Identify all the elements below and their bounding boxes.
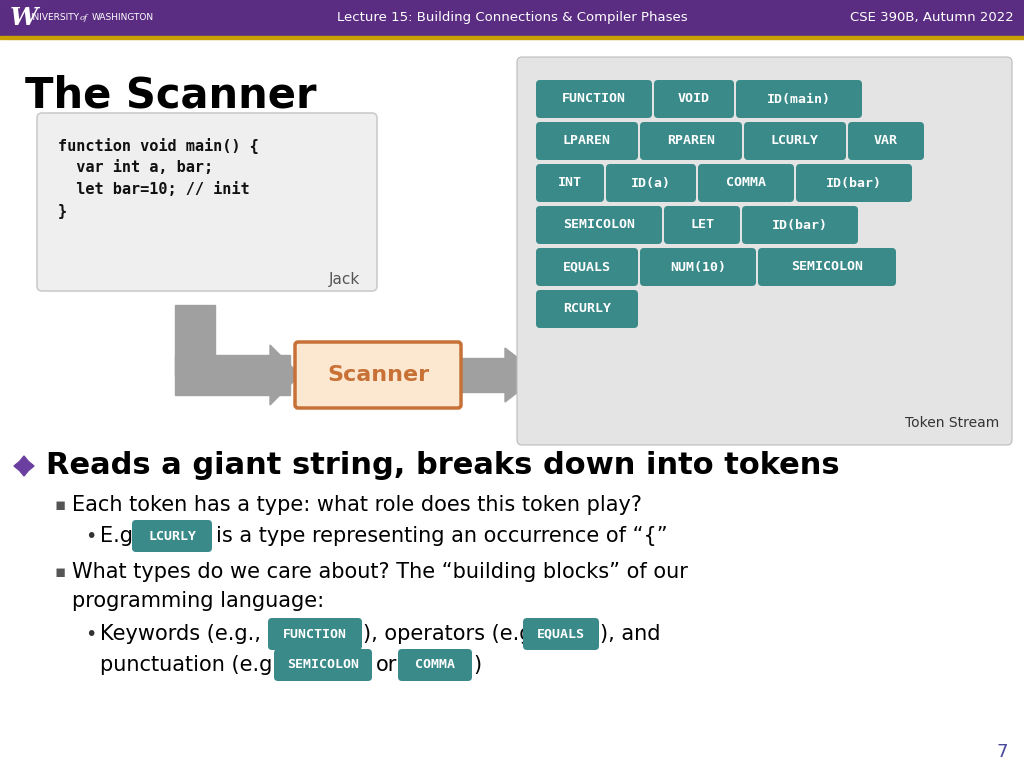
FancyBboxPatch shape <box>664 206 740 244</box>
Text: COMMA: COMMA <box>726 177 766 190</box>
Text: Keywords (e.g.,: Keywords (e.g., <box>100 624 261 644</box>
Polygon shape <box>270 345 300 405</box>
FancyBboxPatch shape <box>736 80 862 118</box>
Text: Each token has a type: what role does this token play?: Each token has a type: what role does th… <box>72 495 642 515</box>
FancyBboxPatch shape <box>398 649 472 681</box>
Text: CSE 390B, Autumn 2022: CSE 390B, Autumn 2022 <box>850 12 1014 25</box>
FancyBboxPatch shape <box>640 248 756 286</box>
FancyBboxPatch shape <box>132 520 212 552</box>
Text: ): ) <box>473 655 481 675</box>
FancyBboxPatch shape <box>654 80 734 118</box>
Text: LET: LET <box>690 219 714 231</box>
Text: Reads a giant string, breaks down into tokens: Reads a giant string, breaks down into t… <box>46 452 840 481</box>
Text: Scanner: Scanner <box>327 365 429 385</box>
Text: FUNCTION: FUNCTION <box>283 627 347 641</box>
Bar <box>0 0 1024 36</box>
Text: LCURLY: LCURLY <box>148 529 196 542</box>
Text: COMMA: COMMA <box>415 658 455 671</box>
FancyBboxPatch shape <box>758 248 896 286</box>
Polygon shape <box>14 456 34 476</box>
FancyBboxPatch shape <box>742 206 858 244</box>
Text: ), operators (e.g.,: ), operators (e.g., <box>362 624 546 644</box>
FancyBboxPatch shape <box>37 113 377 291</box>
FancyBboxPatch shape <box>744 122 846 160</box>
FancyBboxPatch shape <box>536 206 662 244</box>
FancyBboxPatch shape <box>523 618 599 650</box>
Text: INT: INT <box>558 177 582 190</box>
Text: RCURLY: RCURLY <box>563 303 611 316</box>
Text: punctuation (e.g.,: punctuation (e.g., <box>100 655 286 675</box>
Text: ID(main): ID(main) <box>767 92 831 105</box>
Text: let bar=10; // init: let bar=10; // init <box>58 182 250 197</box>
Text: FUNCTION: FUNCTION <box>562 92 626 105</box>
Text: Token Stream: Token Stream <box>905 416 999 430</box>
FancyBboxPatch shape <box>848 122 924 160</box>
Text: ▪: ▪ <box>55 563 67 581</box>
Text: NUM(10): NUM(10) <box>670 260 726 273</box>
FancyBboxPatch shape <box>796 164 912 202</box>
FancyBboxPatch shape <box>698 164 794 202</box>
FancyBboxPatch shape <box>606 164 696 202</box>
Text: Jack: Jack <box>329 272 360 287</box>
FancyBboxPatch shape <box>536 290 638 328</box>
FancyBboxPatch shape <box>295 342 461 408</box>
Text: is a type representing an occurrence of “{”: is a type representing an occurrence of … <box>216 526 668 546</box>
Text: VAR: VAR <box>874 134 898 147</box>
FancyBboxPatch shape <box>536 80 652 118</box>
Text: programming language:: programming language: <box>72 591 325 611</box>
Text: RPAREN: RPAREN <box>667 134 715 147</box>
Text: ▪: ▪ <box>55 496 67 514</box>
Polygon shape <box>460 358 515 392</box>
FancyBboxPatch shape <box>536 122 638 160</box>
Text: SEMICOLON: SEMICOLON <box>287 658 359 671</box>
Text: ID(bar): ID(bar) <box>826 177 882 190</box>
Text: SEMICOLON: SEMICOLON <box>791 260 863 273</box>
Text: ID(bar): ID(bar) <box>772 219 828 231</box>
Text: UNIVERSITY: UNIVERSITY <box>26 14 79 22</box>
Text: LCURLY: LCURLY <box>771 134 819 147</box>
Text: of: of <box>80 14 88 22</box>
Text: E.g.,: E.g., <box>100 526 146 546</box>
Polygon shape <box>175 355 290 395</box>
Text: The Scanner: The Scanner <box>25 74 316 116</box>
Text: EQUALS: EQUALS <box>563 260 611 273</box>
Text: }: } <box>58 204 68 219</box>
FancyBboxPatch shape <box>274 649 372 681</box>
Polygon shape <box>505 348 540 402</box>
Text: •: • <box>85 527 96 545</box>
Text: LPAREN: LPAREN <box>563 134 611 147</box>
FancyBboxPatch shape <box>640 122 742 160</box>
Text: W: W <box>10 6 38 30</box>
FancyBboxPatch shape <box>517 57 1012 445</box>
Text: var int a, bar;: var int a, bar; <box>58 160 213 175</box>
Text: •: • <box>85 624 96 644</box>
FancyBboxPatch shape <box>536 248 638 286</box>
Text: VOID: VOID <box>678 92 710 105</box>
Text: ), and: ), and <box>600 624 660 644</box>
FancyBboxPatch shape <box>268 618 362 650</box>
Text: SEMICOLON: SEMICOLON <box>563 219 635 231</box>
Text: What types do we care about? The “building blocks” of our: What types do we care about? The “buildi… <box>72 562 688 582</box>
FancyBboxPatch shape <box>536 164 604 202</box>
Bar <box>0 36 1024 39</box>
Text: 7: 7 <box>996 743 1008 761</box>
Text: or: or <box>376 655 397 675</box>
Text: WASHINGTON: WASHINGTON <box>92 14 155 22</box>
Text: EQUALS: EQUALS <box>537 627 585 641</box>
Text: ID(a): ID(a) <box>631 177 671 190</box>
Polygon shape <box>175 305 215 375</box>
Text: Lecture 15: Building Connections & Compiler Phases: Lecture 15: Building Connections & Compi… <box>337 12 687 25</box>
Text: function void main() {: function void main() { <box>58 138 259 154</box>
